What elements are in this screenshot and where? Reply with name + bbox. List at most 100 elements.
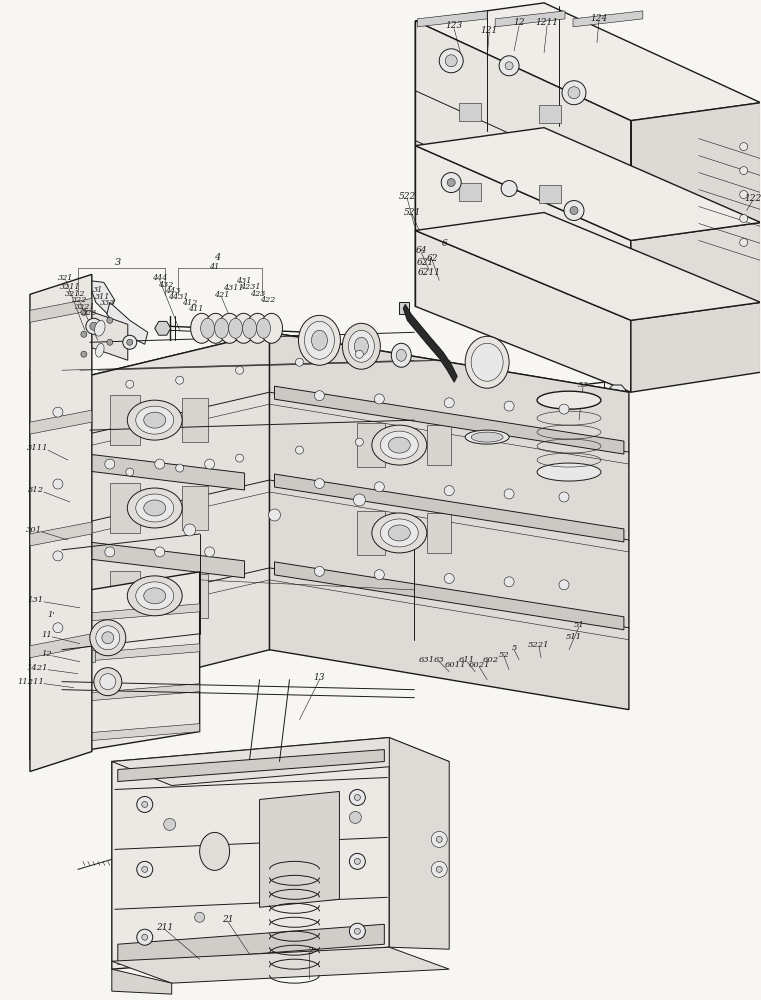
Ellipse shape bbox=[355, 337, 368, 355]
Polygon shape bbox=[112, 969, 172, 994]
Polygon shape bbox=[62, 332, 269, 702]
Circle shape bbox=[355, 928, 361, 934]
Circle shape bbox=[349, 789, 365, 805]
Circle shape bbox=[236, 366, 244, 374]
Bar bbox=[451, 374, 461, 386]
Circle shape bbox=[154, 459, 164, 469]
Circle shape bbox=[107, 317, 113, 323]
Text: 11211: 11211 bbox=[17, 678, 44, 686]
Text: 21: 21 bbox=[222, 915, 234, 924]
Ellipse shape bbox=[304, 321, 334, 359]
Circle shape bbox=[105, 547, 115, 557]
Polygon shape bbox=[112, 947, 449, 983]
Polygon shape bbox=[112, 738, 390, 969]
Ellipse shape bbox=[471, 343, 503, 381]
Bar bbox=[182, 574, 208, 618]
Circle shape bbox=[53, 623, 63, 633]
Text: 12: 12 bbox=[41, 650, 52, 658]
Polygon shape bbox=[82, 308, 128, 360]
Bar bbox=[459, 103, 481, 121]
Circle shape bbox=[164, 818, 176, 830]
Circle shape bbox=[349, 853, 365, 869]
Ellipse shape bbox=[144, 412, 166, 428]
Ellipse shape bbox=[349, 330, 374, 362]
Circle shape bbox=[504, 401, 514, 411]
Ellipse shape bbox=[465, 336, 509, 388]
Text: 41: 41 bbox=[209, 263, 220, 271]
Text: 3111: 3111 bbox=[27, 444, 48, 452]
Bar bbox=[358, 511, 385, 555]
Circle shape bbox=[439, 49, 463, 73]
Circle shape bbox=[501, 181, 517, 197]
Circle shape bbox=[81, 309, 87, 315]
Ellipse shape bbox=[342, 323, 380, 369]
Text: 6021: 6021 bbox=[469, 661, 490, 669]
Circle shape bbox=[570, 207, 578, 215]
Polygon shape bbox=[275, 562, 624, 630]
Text: 1421: 1421 bbox=[27, 664, 48, 672]
Circle shape bbox=[314, 479, 324, 488]
Text: 123: 123 bbox=[446, 21, 463, 30]
Ellipse shape bbox=[537, 463, 601, 481]
Polygon shape bbox=[573, 11, 643, 27]
Polygon shape bbox=[495, 11, 565, 27]
Circle shape bbox=[564, 201, 584, 220]
Circle shape bbox=[107, 339, 113, 345]
Circle shape bbox=[205, 459, 215, 469]
Circle shape bbox=[236, 454, 244, 462]
Text: 53: 53 bbox=[578, 381, 588, 389]
Ellipse shape bbox=[218, 313, 240, 343]
Circle shape bbox=[53, 407, 63, 417]
Bar bbox=[537, 398, 601, 472]
Text: 621: 621 bbox=[416, 258, 434, 267]
Circle shape bbox=[355, 350, 363, 358]
Circle shape bbox=[740, 215, 748, 222]
Circle shape bbox=[127, 339, 132, 345]
Polygon shape bbox=[631, 103, 761, 240]
Circle shape bbox=[504, 577, 514, 587]
Text: 422: 422 bbox=[260, 296, 275, 304]
Circle shape bbox=[436, 866, 442, 872]
Text: 312: 312 bbox=[28, 486, 44, 494]
Ellipse shape bbox=[260, 313, 282, 343]
Text: 412: 412 bbox=[182, 299, 197, 307]
Bar bbox=[358, 423, 385, 467]
Circle shape bbox=[444, 486, 454, 496]
Circle shape bbox=[102, 632, 114, 644]
Text: 444: 444 bbox=[152, 274, 167, 282]
Polygon shape bbox=[30, 684, 199, 706]
Text: 2: 2 bbox=[307, 947, 312, 956]
Circle shape bbox=[505, 62, 513, 70]
Circle shape bbox=[295, 446, 304, 454]
Circle shape bbox=[314, 566, 324, 576]
Text: 12: 12 bbox=[514, 18, 525, 27]
Polygon shape bbox=[30, 522, 92, 546]
Text: 63: 63 bbox=[434, 656, 444, 664]
Bar bbox=[400, 302, 409, 314]
Ellipse shape bbox=[388, 525, 410, 541]
Circle shape bbox=[355, 438, 363, 446]
Circle shape bbox=[740, 191, 748, 199]
Circle shape bbox=[444, 573, 454, 583]
Text: 4311: 4311 bbox=[223, 284, 244, 292]
Circle shape bbox=[176, 464, 183, 472]
Polygon shape bbox=[269, 332, 629, 710]
Ellipse shape bbox=[391, 343, 411, 367]
Ellipse shape bbox=[380, 519, 419, 547]
Polygon shape bbox=[30, 634, 92, 658]
Text: 13: 13 bbox=[314, 673, 325, 682]
Ellipse shape bbox=[372, 513, 427, 553]
Polygon shape bbox=[416, 128, 761, 240]
Circle shape bbox=[81, 331, 87, 337]
Circle shape bbox=[436, 836, 442, 842]
Circle shape bbox=[499, 56, 519, 76]
Ellipse shape bbox=[388, 437, 410, 453]
Text: 4231: 4231 bbox=[240, 283, 261, 291]
Polygon shape bbox=[30, 274, 92, 772]
Circle shape bbox=[559, 404, 569, 414]
Circle shape bbox=[90, 322, 98, 330]
Circle shape bbox=[142, 934, 148, 940]
Circle shape bbox=[349, 811, 361, 823]
Text: 5221: 5221 bbox=[528, 641, 549, 649]
Circle shape bbox=[100, 674, 116, 690]
